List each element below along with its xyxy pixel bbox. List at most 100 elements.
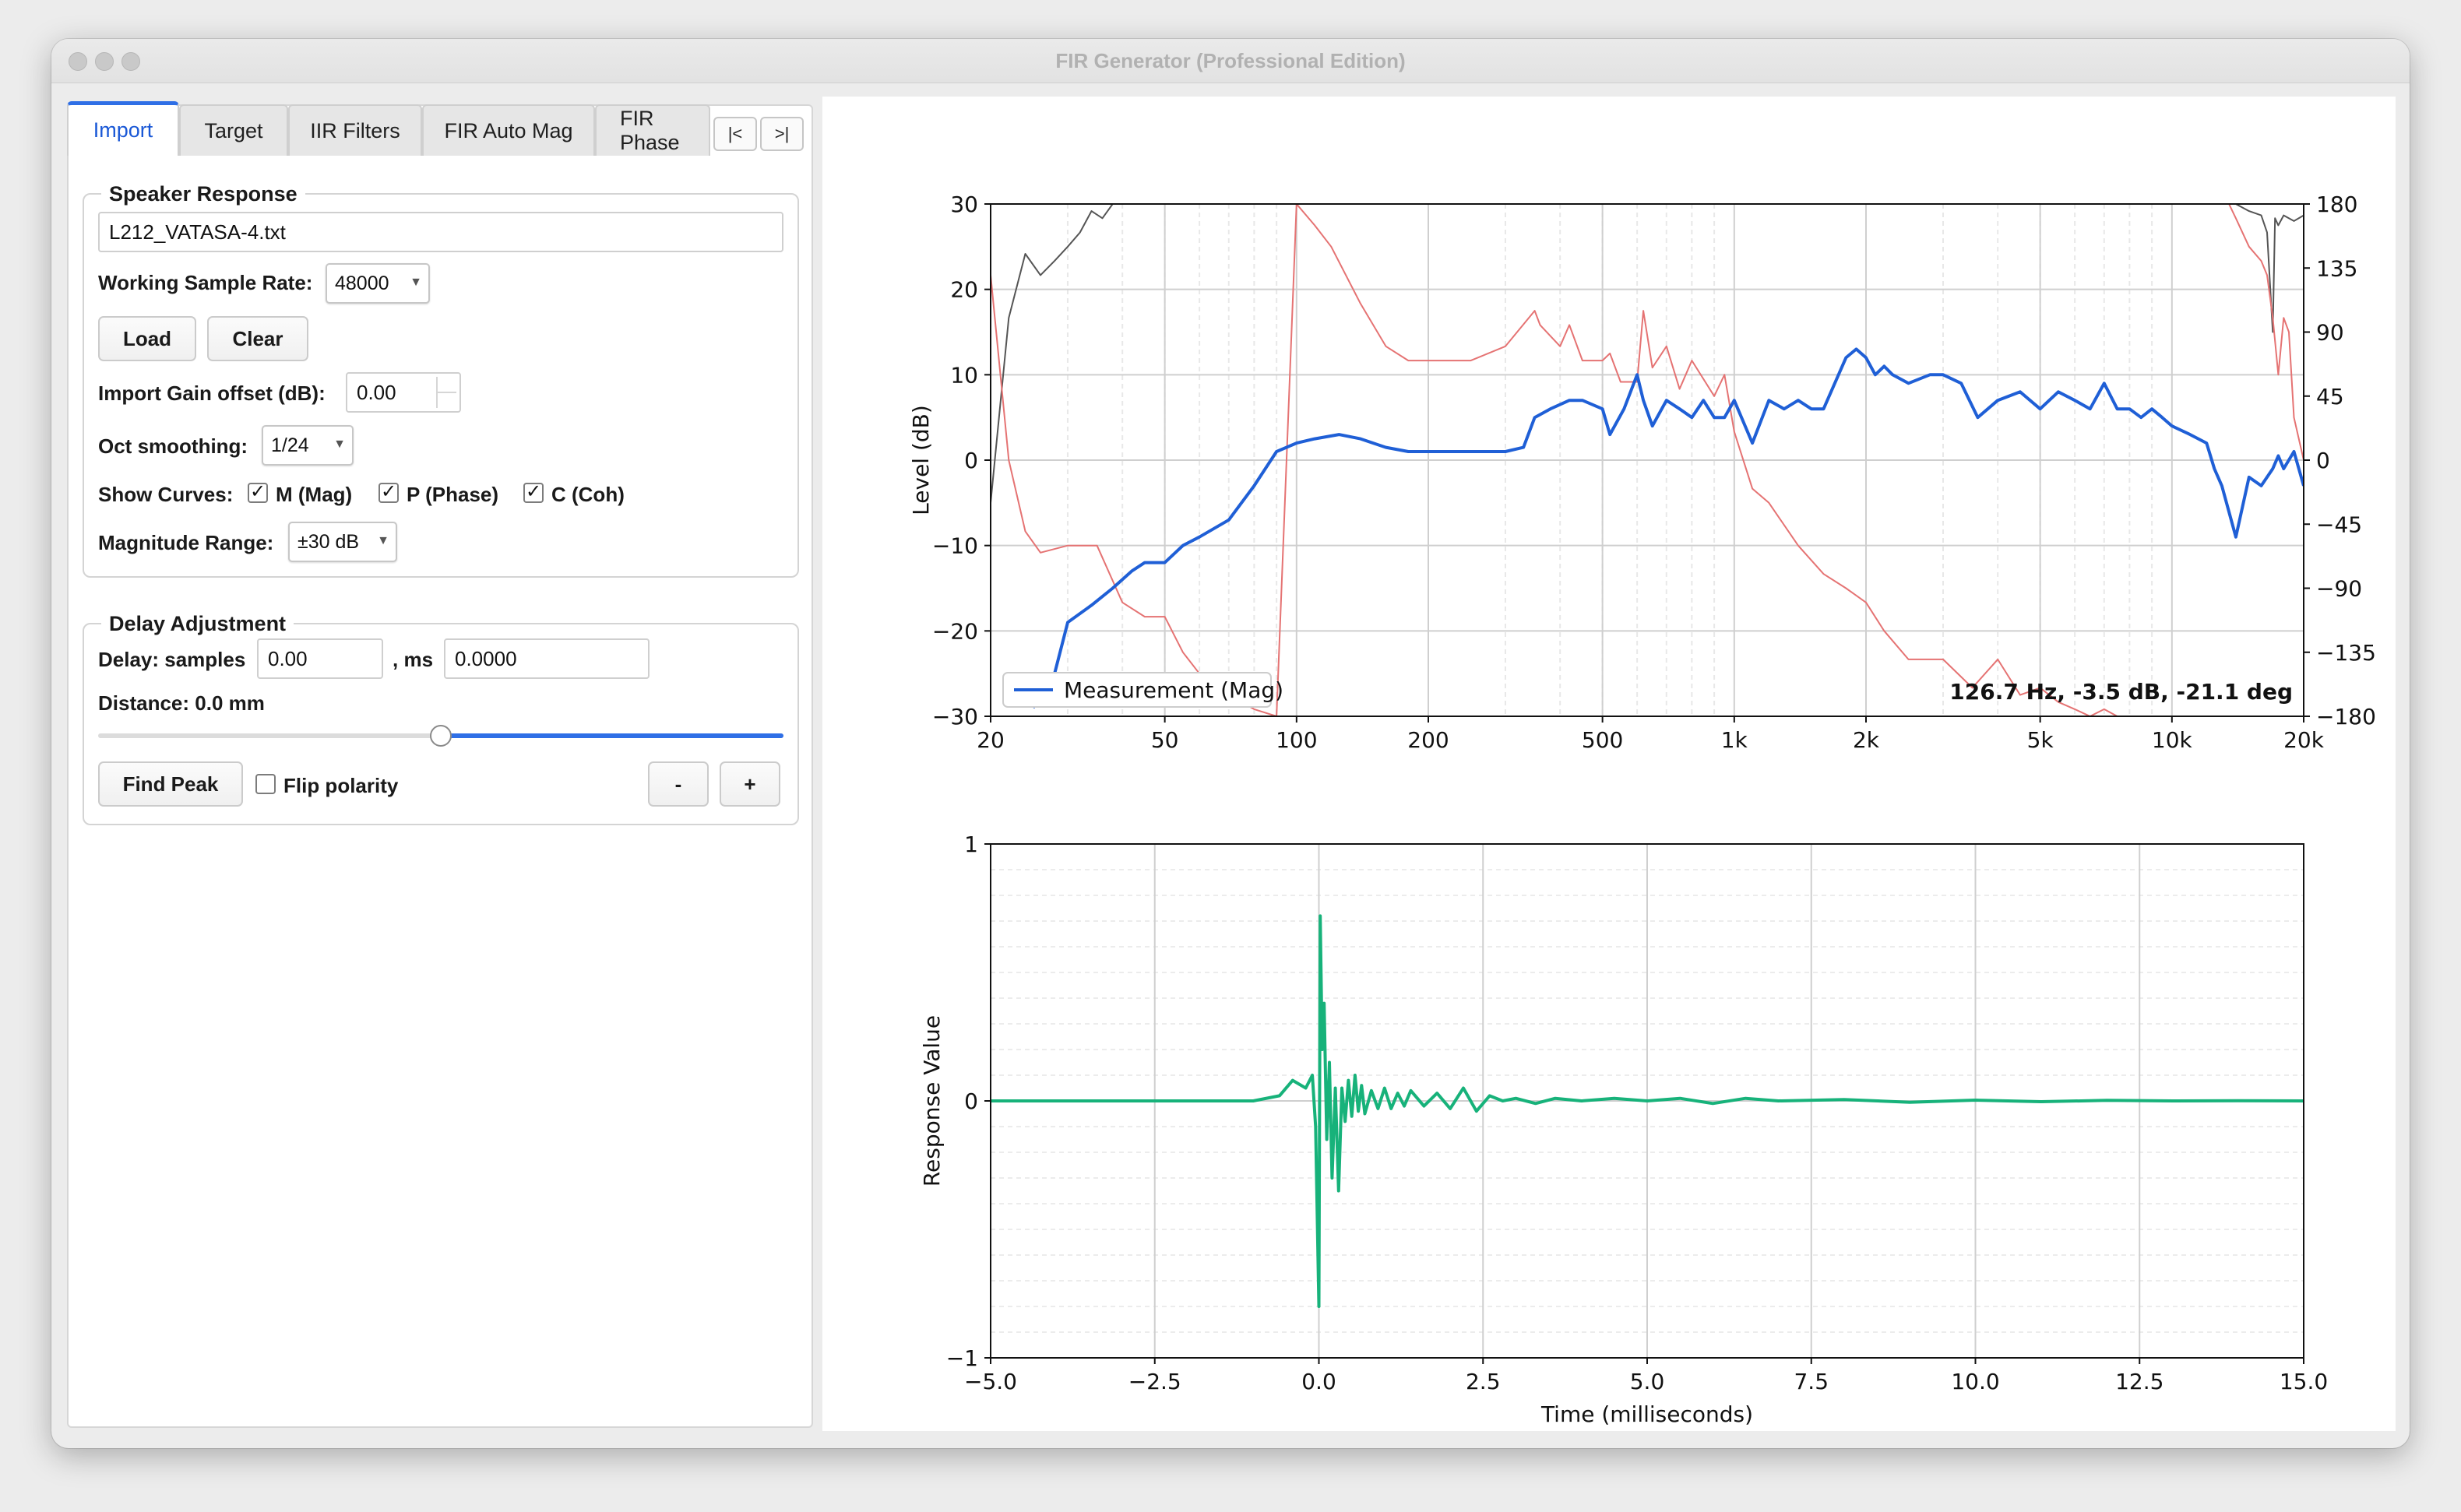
time-x-tick-label: 12.5 bbox=[2115, 1369, 2163, 1394]
flip-polarity-label: Flip polarity bbox=[283, 774, 399, 797]
delay-ms-label: , ms bbox=[393, 648, 434, 671]
time-x-tick-label: 5.0 bbox=[1630, 1369, 1665, 1394]
delay-slider[interactable] bbox=[98, 723, 783, 749]
plot-area: 20 50 100 200 500 1k 2k 5k 10k 20k 30 20 10 0 −10 −20 −3… bbox=[822, 97, 2396, 1431]
cursor-readout: 126.7 Hz, -3.5 dB, -21.1 deg bbox=[1949, 679, 2293, 705]
phase-y-tick-label: 90 bbox=[2316, 320, 2344, 346]
delay-samples-field[interactable]: 0.00 bbox=[257, 638, 383, 679]
time-x-tick-label: 0.0 bbox=[1301, 1369, 1336, 1394]
freq-x-tick-label: 1k bbox=[1721, 727, 1748, 753]
response-y-tick-label: −1 bbox=[946, 1345, 978, 1371]
slider-thumb[interactable] bbox=[430, 725, 452, 747]
show-curves-label: Show Curves: bbox=[98, 483, 234, 506]
flip-polarity-checkbox[interactable] bbox=[255, 774, 276, 794]
gain-offset-label: Import Gain offset (dB): bbox=[98, 382, 326, 405]
delay-ms-field[interactable]: 0.0000 bbox=[444, 638, 650, 679]
distance-label: Distance: 0.0 mm bbox=[98, 691, 265, 715]
phase-curve-hf bbox=[2228, 204, 2304, 461]
curve-phase-checkbox[interactable]: ✓ bbox=[378, 483, 399, 503]
delay-adjustment-title: Delay Adjustment bbox=[101, 612, 294, 636]
app-window: FIR Generator (Professional Edition) Imp… bbox=[51, 39, 2410, 1448]
level-y-tick-label: 0 bbox=[964, 448, 978, 473]
phase-y-tick-label: 0 bbox=[2316, 448, 2330, 473]
chevron-down-icon: ▼ bbox=[377, 534, 389, 547]
response-y-tick-label: 0 bbox=[964, 1088, 978, 1114]
freq-x-tick-label: 50 bbox=[1151, 727, 1179, 753]
impulse-response-curve bbox=[991, 914, 2304, 1308]
plus-button[interactable]: + bbox=[720, 761, 780, 807]
time-x-tick-label: 7.5 bbox=[1794, 1369, 1829, 1394]
tab-import[interactable]: Import bbox=[67, 101, 179, 156]
tab-target[interactable]: Target bbox=[179, 104, 288, 156]
close-window-button[interactable] bbox=[69, 52, 87, 71]
time-x-tick-label: 2.5 bbox=[1466, 1369, 1501, 1394]
tab-scroll-last-button[interactable]: >| bbox=[760, 117, 804, 151]
freq-x-tick-label: 20k bbox=[2283, 727, 2325, 753]
freq-legend bbox=[1002, 672, 1272, 708]
phase-y-tick-label: −180 bbox=[2316, 704, 2376, 730]
plots-canvas: 20 50 100 200 500 1k 2k 5k 10k 20k3020100−10−20−3… bbox=[908, 192, 2376, 1427]
zoom-window-button[interactable] bbox=[121, 52, 140, 71]
oct-smoothing-value: 1/24 bbox=[271, 434, 309, 456]
level-y-tick-label: 30 bbox=[950, 192, 978, 217]
curve-coh-checkbox[interactable]: ✓ bbox=[523, 483, 544, 503]
freq-x-tick-label: 2k bbox=[1853, 727, 1880, 753]
level-y-tick-label: 20 bbox=[950, 277, 978, 303]
freq-x-tick-label: 5k bbox=[2027, 727, 2054, 753]
oct-smoothing-label: Oct smoothing: bbox=[98, 434, 248, 458]
curve-mag-label: M (Mag) bbox=[276, 483, 353, 506]
spinner-arrows-icon[interactable] bbox=[436, 377, 456, 408]
magnitude-curve bbox=[1031, 347, 2304, 709]
phase-curve bbox=[991, 204, 2118, 716]
chevron-down-icon: ▼ bbox=[333, 438, 346, 451]
level-y-tick-label: −30 bbox=[932, 704, 978, 730]
phase-y-tick-label: −135 bbox=[2316, 640, 2376, 666]
phase-y-tick-label: 135 bbox=[2316, 255, 2357, 281]
oct-smoothing-select[interactable]: 1/24 ▼ bbox=[262, 425, 354, 466]
tab-iir-filters[interactable]: IIR Filters bbox=[288, 104, 422, 156]
tab-scroll-first-button[interactable]: |< bbox=[713, 117, 757, 151]
phase-y-tick-label: 180 bbox=[2316, 192, 2357, 217]
time-x-tick-label: 15.0 bbox=[2280, 1369, 2328, 1394]
time-x-tick-label: 10.0 bbox=[1951, 1369, 1999, 1394]
legend-label-magnitude: Measurement (Mag) bbox=[1064, 677, 1283, 703]
sample-rate-label: Working Sample Rate: bbox=[98, 271, 313, 294]
freq-x-tick-label: 100 bbox=[1276, 727, 1317, 753]
magnitude-range-value: ±30 dB bbox=[298, 530, 360, 553]
title-bar: FIR Generator (Professional Edition) bbox=[51, 39, 2410, 83]
response-y-tick-label: 1 bbox=[964, 832, 978, 857]
level-y-tick-label: 10 bbox=[950, 362, 978, 388]
tab-fir-auto-mag[interactable]: FIR Auto Mag bbox=[422, 104, 595, 156]
chevron-down-icon: ▼ bbox=[410, 276, 422, 289]
level-axis-label: Level (dB) bbox=[908, 405, 934, 515]
freq-x-tick-label: 200 bbox=[1407, 727, 1449, 753]
time-axis-label: Time (milliseconds) bbox=[1540, 1401, 1753, 1427]
file-name-field[interactable]: L212_VATASA-4.txt bbox=[98, 212, 783, 252]
legend-box bbox=[1002, 672, 1272, 708]
phase-y-tick-label: 45 bbox=[2316, 384, 2344, 410]
load-button[interactable]: Load bbox=[98, 316, 196, 361]
tab-fir-phase[interactable]: FIR Phase bbox=[595, 104, 710, 156]
response-axis-label: Response Value bbox=[919, 1015, 945, 1187]
time-x-tick-label: −2.5 bbox=[1128, 1369, 1181, 1394]
speaker-response-title: Speaker Response bbox=[101, 182, 305, 206]
freq-x-tick-label: 500 bbox=[1582, 727, 1623, 753]
time-x-tick-label: −5.0 bbox=[964, 1369, 1017, 1394]
freq-x-tick-label: 10k bbox=[2152, 727, 2193, 753]
sample-rate-select[interactable]: 48000 ▼ bbox=[326, 263, 430, 304]
minimize-window-button[interactable] bbox=[95, 52, 114, 71]
level-y-tick-label: −20 bbox=[932, 618, 978, 644]
magnitude-range-select[interactable]: ±30 dB ▼ bbox=[288, 522, 397, 562]
phase-y-tick-label: −90 bbox=[2316, 576, 2362, 602]
gain-offset-value: 0.00 bbox=[357, 380, 396, 404]
magnitude-range-label: Magnitude Range: bbox=[98, 531, 274, 554]
find-peak-button[interactable]: Find Peak bbox=[98, 761, 243, 807]
curve-phase-label: P (Phase) bbox=[407, 483, 499, 506]
curve-mag-checkbox[interactable]: ✓ bbox=[248, 483, 268, 503]
gain-offset-spinbox[interactable]: 0.00 bbox=[346, 372, 461, 413]
speaker-response-group: Speaker Response L212_VATASA-4.txt Worki… bbox=[83, 182, 799, 578]
level-y-tick-label: −10 bbox=[932, 533, 978, 559]
minus-button[interactable]: - bbox=[648, 761, 709, 807]
delay-adjustment-group: Delay Adjustment Delay: samples 0.00 , m… bbox=[83, 612, 799, 825]
clear-button[interactable]: Clear bbox=[207, 316, 308, 361]
